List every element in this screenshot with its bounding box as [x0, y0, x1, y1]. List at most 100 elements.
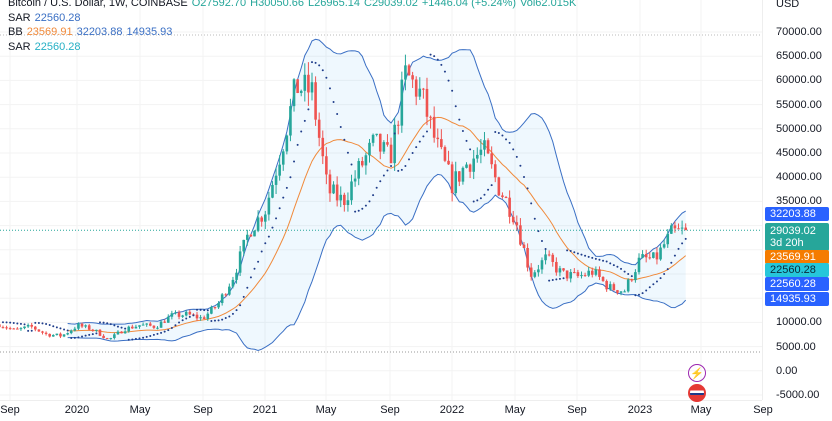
symbol-title[interactable]: Bitcoin / U.S. Dollar, 1W, COINBASE: [8, 0, 188, 9]
sar-dot: [181, 319, 184, 322]
sar-dot: [400, 168, 403, 171]
time-tick-label: Sep: [753, 404, 773, 416]
candle-body: [339, 194, 343, 201]
sar-dot: [59, 327, 62, 330]
price-tick-label: 70000.00: [776, 26, 822, 38]
sar-dot: [12, 322, 15, 325]
candle-body: [156, 327, 159, 329]
indicator-bb[interactable]: BB 23569.91 32203.88 14935.93: [8, 26, 173, 38]
candle-body: [411, 75, 414, 80]
candle-body: [605, 280, 608, 290]
candle-body: [0, 324, 1, 328]
time-tick-label: Sep: [0, 404, 20, 416]
candle-body: [202, 317, 206, 319]
time-tick-label: 2021: [252, 404, 278, 416]
sar-dot: [505, 138, 508, 141]
sar-dot: [88, 333, 91, 336]
candle-body: [368, 142, 371, 156]
candle-body: [217, 303, 220, 308]
sar-dot: [630, 275, 633, 278]
candle-body: [378, 133, 382, 152]
candle-body: [670, 225, 673, 234]
candle-body: [256, 217, 260, 231]
sar-dot: [584, 254, 587, 257]
candle-body: [231, 279, 235, 287]
candle-body: [80, 323, 84, 327]
indicator-sar-2[interactable]: SAR 22560.28: [8, 40, 81, 53]
sar-dot: [440, 63, 443, 66]
sar-dot: [310, 61, 313, 64]
candle-body: [12, 328, 16, 330]
price-chart[interactable]: [0, 0, 762, 400]
candle-body: [224, 294, 228, 296]
us-flag-icon[interactable]: [688, 384, 706, 402]
bb-upper-badge: 32203.88: [765, 207, 829, 221]
candle-body: [310, 82, 314, 93]
sar-dot: [512, 148, 515, 151]
candle-body: [195, 314, 199, 319]
candle-body: [662, 244, 666, 248]
candle-body: [335, 184, 339, 201]
candle-body: [626, 279, 630, 292]
candle-body: [174, 312, 177, 314]
candle-body: [184, 311, 188, 316]
candle-body: [522, 244, 526, 248]
candle-body: [429, 116, 432, 118]
candle-body: [123, 331, 127, 334]
candle-body: [393, 124, 396, 164]
sar-dot: [55, 326, 58, 329]
candle-body: [23, 326, 26, 329]
candle-body: [673, 225, 677, 229]
lightning-icon[interactable]: ⚡: [688, 364, 706, 382]
time-tick-label: May: [129, 404, 151, 416]
bb-basis-badge: 23569.91: [765, 250, 829, 264]
sar-dot: [70, 337, 73, 340]
sar-dot: [598, 258, 601, 261]
sar-dot: [637, 293, 640, 296]
candle-body: [493, 164, 497, 178]
sar-dot: [364, 204, 367, 207]
ohlc-low: L26965.14: [308, 0, 360, 9]
candle-body: [544, 254, 547, 261]
candle-body: [296, 79, 299, 94]
sar-dot: [170, 326, 173, 329]
candle-body: [400, 79, 404, 126]
sar-dot: [476, 199, 479, 202]
candle-body: [51, 334, 55, 337]
candle-body: [418, 88, 422, 97]
candle-body: [454, 171, 458, 194]
sar-dot: [443, 70, 446, 73]
sar-dot: [576, 252, 579, 255]
candle-body: [350, 181, 353, 201]
sar-dot: [138, 337, 141, 340]
sar-dot: [27, 329, 30, 332]
candle-body: [263, 214, 267, 222]
candle-body: [404, 65, 407, 80]
sar-dot: [677, 247, 680, 250]
sar-dot: [375, 186, 378, 189]
sar-dot: [354, 210, 357, 213]
time-axis[interactable]: [0, 400, 762, 421]
indicator-sar-1[interactable]: SAR 22560.28: [8, 11, 81, 24]
candle-body: [677, 228, 680, 230]
candle-body: [289, 106, 292, 136]
candle-body: [396, 124, 400, 126]
candle-body: [465, 164, 468, 168]
candle-body: [468, 164, 472, 172]
sar-dot: [623, 270, 626, 273]
candle-body: [206, 313, 210, 319]
sar-dot: [45, 323, 48, 326]
candle-body: [580, 275, 583, 277]
sar-dot: [465, 139, 468, 142]
sar-dot: [594, 257, 597, 260]
candle-body: [148, 323, 152, 326]
sar-dot: [580, 253, 583, 256]
sar-dot: [246, 286, 249, 289]
price-axis[interactable]: [762, 0, 832, 400]
sar-dot: [379, 180, 382, 183]
sar-dot: [386, 169, 389, 172]
sar-dot: [278, 207, 281, 210]
sar-dot: [469, 148, 472, 151]
sar-dot: [124, 327, 127, 330]
sar-dot: [587, 255, 590, 258]
